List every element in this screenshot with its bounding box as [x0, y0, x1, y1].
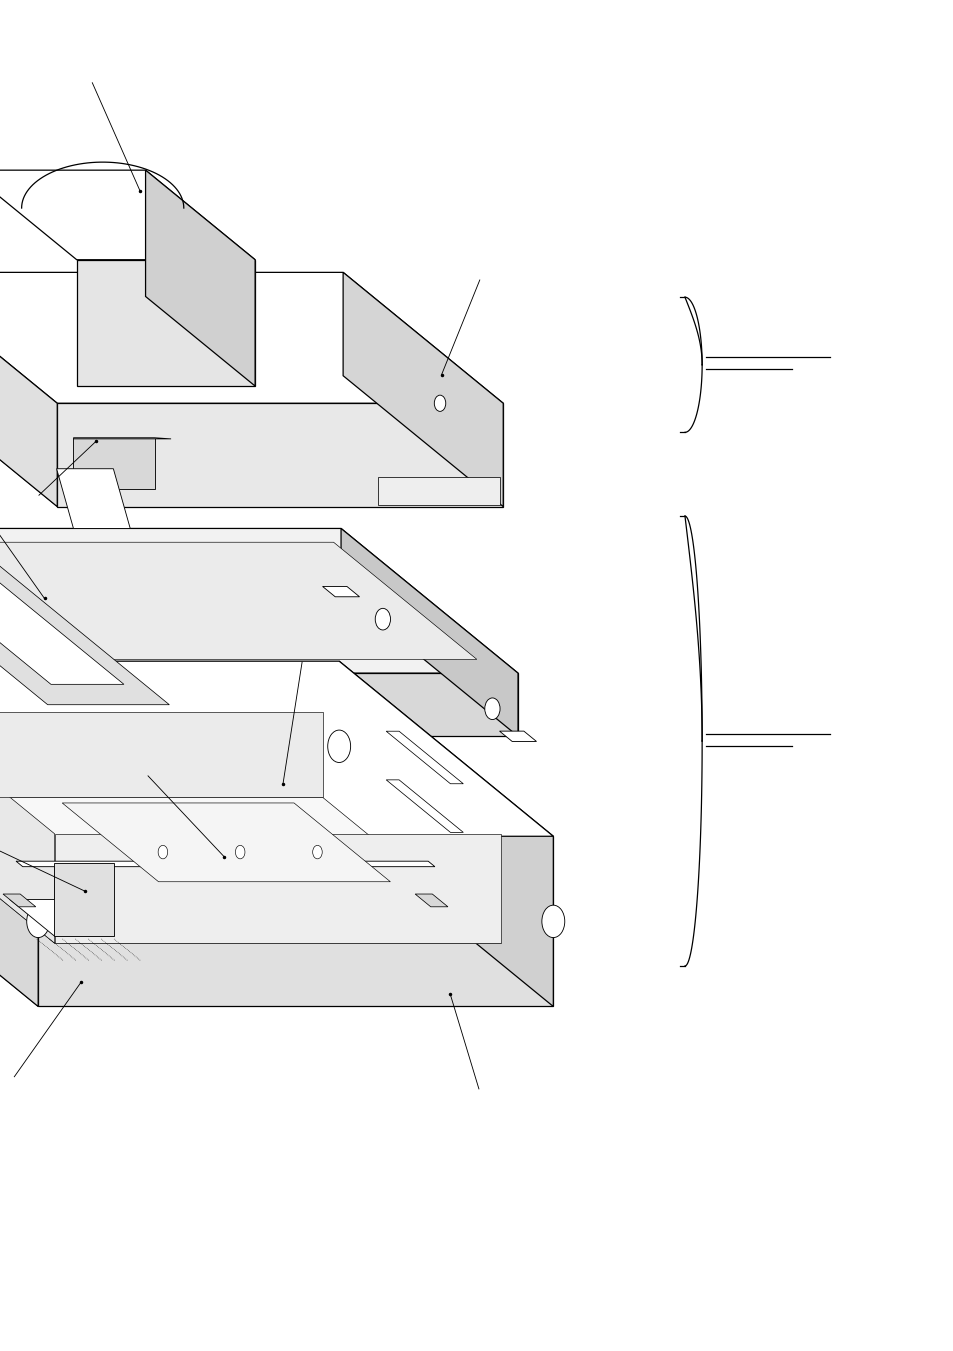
Polygon shape — [499, 731, 536, 742]
Polygon shape — [340, 528, 517, 736]
Polygon shape — [0, 528, 517, 673]
Polygon shape — [56, 469, 130, 528]
Polygon shape — [57, 403, 503, 507]
Polygon shape — [0, 170, 254, 259]
Circle shape — [328, 730, 351, 762]
Circle shape — [375, 608, 390, 630]
Polygon shape — [10, 900, 114, 936]
Polygon shape — [38, 836, 553, 1006]
Polygon shape — [0, 376, 503, 507]
Polygon shape — [16, 861, 435, 867]
Circle shape — [235, 846, 245, 859]
Polygon shape — [0, 797, 500, 943]
Circle shape — [484, 698, 499, 720]
Polygon shape — [0, 712, 322, 797]
Polygon shape — [0, 273, 57, 507]
Polygon shape — [76, 259, 254, 386]
Polygon shape — [0, 661, 339, 831]
Polygon shape — [54, 834, 500, 943]
Polygon shape — [0, 542, 476, 659]
Polygon shape — [0, 574, 124, 685]
Polygon shape — [73, 438, 154, 489]
Polygon shape — [386, 780, 463, 832]
Polygon shape — [0, 528, 48, 736]
Circle shape — [27, 905, 50, 938]
Polygon shape — [146, 170, 254, 386]
Polygon shape — [339, 661, 553, 1006]
Circle shape — [434, 396, 445, 411]
Polygon shape — [343, 273, 503, 507]
Circle shape — [158, 846, 168, 859]
Polygon shape — [54, 863, 114, 936]
Polygon shape — [377, 477, 499, 505]
Polygon shape — [0, 661, 553, 836]
Polygon shape — [30, 731, 66, 742]
Circle shape — [313, 846, 322, 859]
Polygon shape — [0, 831, 553, 1006]
Polygon shape — [3, 894, 36, 907]
Polygon shape — [322, 586, 359, 597]
Polygon shape — [0, 661, 38, 1006]
Polygon shape — [62, 802, 390, 882]
Polygon shape — [0, 273, 503, 403]
Polygon shape — [48, 673, 517, 736]
Polygon shape — [0, 561, 170, 705]
Polygon shape — [0, 688, 54, 943]
Circle shape — [541, 905, 564, 938]
Polygon shape — [415, 894, 448, 907]
Polygon shape — [386, 731, 463, 784]
